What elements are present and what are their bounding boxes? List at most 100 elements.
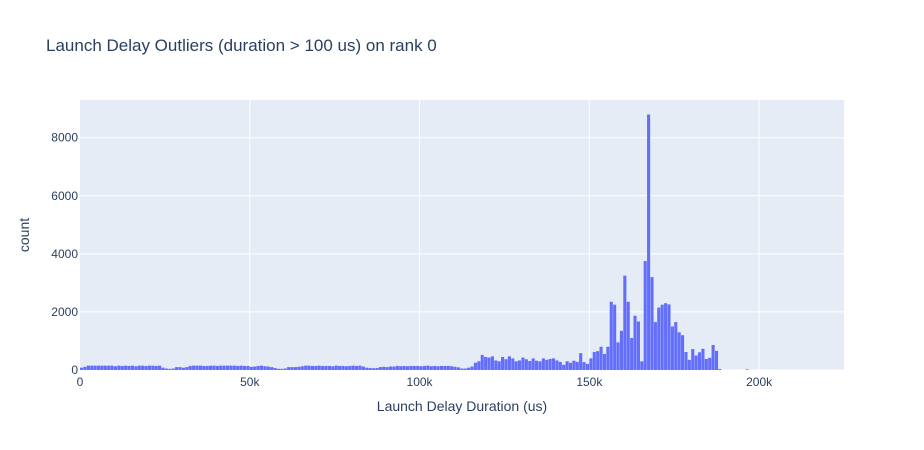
histogram-bar <box>310 365 314 370</box>
histogram-bar <box>297 366 301 370</box>
histogram-bar <box>399 366 403 370</box>
histogram-bar <box>256 365 260 370</box>
histogram-bar <box>422 365 427 370</box>
histogram-bar <box>664 303 668 370</box>
x-tick-label: 100k <box>407 375 434 389</box>
histogram-bar <box>368 367 372 370</box>
histogram-bar <box>450 366 454 370</box>
y-tick-label: 2000 <box>51 305 78 319</box>
histogram-bar <box>602 354 607 370</box>
histogram-bar <box>456 367 461 370</box>
histogram-bar <box>470 366 474 370</box>
x-tick-label: 0 <box>77 375 84 389</box>
histogram-bar <box>633 315 637 370</box>
histogram-bar <box>674 322 678 370</box>
histogram-bar <box>83 366 87 370</box>
histogram-bar <box>528 361 532 370</box>
histogram-bar <box>348 365 352 370</box>
histogram-bar <box>317 365 321 370</box>
histogram-bar <box>541 358 545 370</box>
histogram-bar <box>355 365 359 370</box>
histogram-bar <box>321 365 325 370</box>
histogram-bar <box>636 321 640 370</box>
histogram-bar <box>246 365 250 370</box>
y-tick-label: 8000 <box>51 131 78 145</box>
histogram-bar <box>280 368 284 370</box>
histogram-bar <box>460 368 464 370</box>
histogram-bar <box>511 358 515 370</box>
histogram-bar <box>259 365 264 370</box>
histogram-bar <box>205 365 209 370</box>
histogram-bar <box>164 368 168 370</box>
chart-title: Launch Delay Outliers (duration > 100 us… <box>46 36 437 55</box>
histogram-bar <box>504 359 508 370</box>
histogram-bars <box>80 114 749 371</box>
histogram-bar <box>575 361 579 370</box>
histogram-bar <box>660 304 664 370</box>
histogram-bar <box>351 365 355 370</box>
histogram-bar <box>650 277 654 370</box>
histogram-bar <box>392 366 396 370</box>
histogram-bar <box>307 365 311 370</box>
histogram-bar <box>446 365 450 370</box>
histogram-bar <box>490 356 494 370</box>
histogram-bar <box>273 367 277 370</box>
histogram-bar <box>416 365 420 370</box>
histogram-bar <box>283 368 287 370</box>
histogram-bar <box>667 304 671 370</box>
histogram-bar <box>324 365 328 370</box>
histogram-bar <box>521 357 525 370</box>
y-tick-label: 4000 <box>51 247 78 261</box>
histogram-bar <box>518 360 522 370</box>
histogram-bar <box>657 307 661 370</box>
histogram-bar <box>718 369 722 370</box>
histogram-bar <box>341 365 345 370</box>
histogram-bar <box>480 354 484 370</box>
histogram-bar <box>565 361 569 370</box>
histogram-bar <box>219 365 223 370</box>
histogram-bar <box>494 360 498 370</box>
histogram-bar <box>579 353 583 370</box>
histogram-bar <box>192 365 196 370</box>
histogram-bar <box>86 365 90 370</box>
plot-area <box>80 100 844 370</box>
histogram-bar <box>185 367 189 370</box>
histogram-bar <box>551 358 556 370</box>
histogram-bar <box>473 362 477 370</box>
histogram-bar <box>249 366 253 370</box>
histogram-bar <box>572 360 576 370</box>
histogram-bar <box>226 365 230 370</box>
histogram-bar <box>514 361 518 370</box>
histogram-bar <box>314 365 318 370</box>
histogram-bar <box>701 348 705 370</box>
y-tick-label: 0 <box>71 363 78 377</box>
histogram-bar <box>100 365 104 370</box>
histogram-bar <box>562 364 566 370</box>
histogram-bar <box>124 365 128 370</box>
x-axis-title: Launch Delay Duration (us) <box>377 398 547 414</box>
histogram-bar <box>599 346 603 370</box>
histogram-bar <box>361 366 365 370</box>
histogram-bar <box>677 332 681 370</box>
histogram-bar <box>389 366 393 370</box>
y-tick-label: 6000 <box>51 189 78 203</box>
histogram-bar <box>535 360 539 370</box>
histogram-bar <box>90 365 94 370</box>
histogram-bar <box>412 365 416 370</box>
histogram-bar <box>239 365 243 370</box>
histogram-bar <box>568 362 573 370</box>
histogram-bar <box>232 365 236 370</box>
histogram-bar <box>653 322 657 370</box>
histogram-bar <box>477 361 481 370</box>
histogram-bar <box>334 365 338 370</box>
histogram-bar <box>433 365 437 370</box>
histogram-bar <box>419 366 423 370</box>
histogram-bar <box>439 365 444 370</box>
histogram-bar <box>365 367 369 370</box>
histogram-bar <box>195 365 199 370</box>
histogram-bar <box>426 365 430 370</box>
histogram-bar <box>358 365 362 370</box>
histogram-bar <box>287 367 291 370</box>
histogram-bar <box>154 365 158 370</box>
